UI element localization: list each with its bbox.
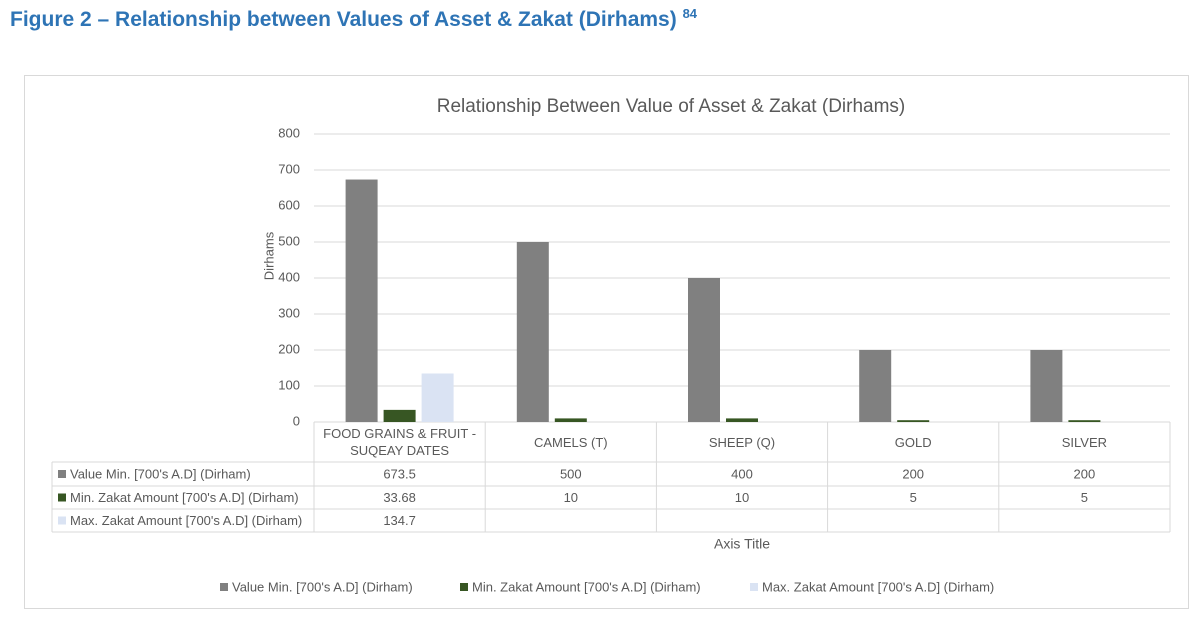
table-value: 500: [560, 466, 582, 481]
legend-key: [750, 583, 758, 591]
footnote-ref: 84: [682, 6, 698, 21]
table-value: 200: [902, 466, 924, 481]
y-tick-label: 700: [278, 161, 300, 176]
bar: [726, 418, 758, 422]
legend-label: Max. Zakat Amount [700's A.D] (Dirham): [762, 579, 994, 594]
x-tick-label: SILVER: [1061, 434, 1108, 450]
bar: [1030, 350, 1063, 422]
category-cell: GOLD: [894, 434, 932, 450]
y-tick-label: 400: [278, 269, 300, 284]
table-value: 33.68: [383, 490, 416, 505]
category-cell: CAMELS (T): [533, 434, 608, 450]
x-tick-label: CAMELS (T): [533, 434, 608, 450]
bar: [897, 420, 930, 422]
table-value: 10: [735, 490, 749, 505]
heading-title: Figure 2 – Relationship between Values o…: [10, 8, 677, 31]
chart-frame: [24, 75, 1189, 609]
table-value: 400: [731, 466, 753, 481]
y-tick-label: 200: [278, 341, 300, 356]
page-heading: Figure 2 – Relationship between Values o…: [10, 6, 697, 32]
x-tick-label: GOLD: [894, 434, 932, 450]
legend-key: [58, 493, 66, 502]
x-axis-title: Axis Title: [714, 536, 770, 552]
chart-title: Relationship Between Value of Asset & Za…: [437, 96, 906, 117]
category-cell: SILVER: [1061, 434, 1108, 450]
x-tick-label: SHEEP (Q): [708, 434, 776, 450]
table-value: 10: [564, 490, 578, 505]
y-axis-title: Dirhams: [261, 231, 276, 280]
y-tick-label: 500: [278, 233, 300, 248]
legend-key: [220, 583, 228, 591]
bar: [554, 418, 587, 422]
table-value: 5: [1081, 490, 1088, 505]
category-cell: FOOD GRAINS & FRUIT - SUQEAY DATES: [323, 426, 477, 458]
table-value: 134.7: [383, 513, 416, 528]
row-label: Value Min. [700's A.D] (Dirham): [70, 466, 251, 481]
y-tick-label: 300: [278, 305, 300, 320]
bar: [1068, 420, 1101, 422]
bar: [383, 409, 416, 422]
table-value: 5: [910, 490, 917, 505]
bar: [516, 242, 549, 422]
legend-key: [460, 583, 468, 591]
table-value: 200: [1074, 466, 1096, 481]
y-tick-label: 800: [278, 125, 300, 140]
y-tick-label: 0: [293, 413, 300, 428]
bar: [345, 179, 378, 422]
y-tick-label: 100: [278, 377, 300, 392]
bar: [421, 373, 454, 422]
legend-key: [58, 516, 66, 525]
legend-label: Min. Zakat Amount [700's A.D] (Dirham): [472, 579, 701, 594]
row-label: Min. Zakat Amount [700's A.D] (Dirham): [70, 490, 299, 505]
table-value: 673.5: [383, 466, 416, 481]
bar: [859, 350, 892, 422]
row-label: Max. Zakat Amount [700's A.D] (Dirham): [70, 513, 302, 528]
x-tick-label: FOOD GRAINS & FRUIT - SUQEAY DATES: [323, 426, 477, 458]
legend-key: [58, 470, 66, 478]
bar: [688, 278, 720, 422]
y-tick-label: 600: [278, 197, 300, 212]
category-cell: SHEEP (Q): [708, 434, 776, 450]
legend-label: Value Min. [700's A.D] (Dirham): [232, 579, 413, 594]
